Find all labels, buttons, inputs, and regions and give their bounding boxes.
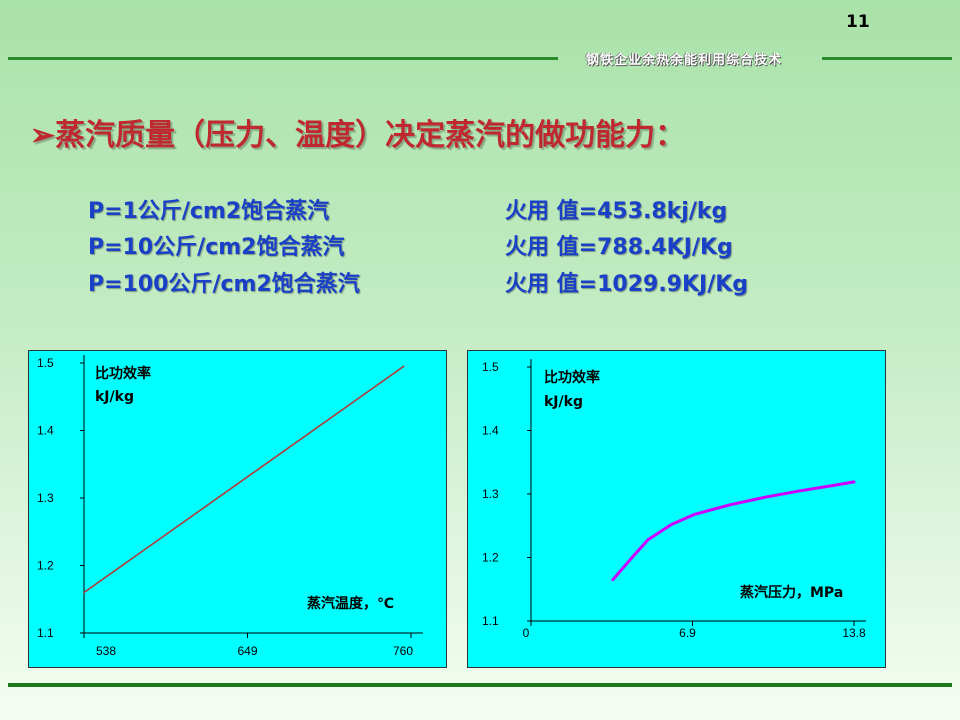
right-x-tick-label: 6.9 [679,626,696,640]
exergy-row-1: 火用 值=453.8kj/kg [505,199,728,224]
right-y-tick-label: 1.1 [482,614,499,628]
left-y-tick-label: 1.3 [37,491,54,505]
left-y-tick-label: 1.2 [37,559,54,573]
pressure-chart-svg: 1.5 1.4 1.3 1.2 1.1 0 6.9 13.8 比功效率 kJ/kg 蒸汽压力，MPa [482,359,866,640]
right-x-tick-label: 13.8 [842,626,866,640]
pressure-row-3: P=100公斤/cm2饱合蒸汽 [88,272,360,297]
main-heading-text: 蒸汽质量（压力、温度）决定蒸汽的做功能力： [55,118,686,153]
right-y-tick-label: 1.2 [482,551,499,565]
pressure-row-1: P=1公斤/cm2饱合蒸汽 [88,199,330,224]
arrow-bullet-icon: ➢ [30,118,56,153]
right-y-label-line1: 比功效率 [544,369,600,386]
left-x-tick-label: 760 [393,644,413,658]
right-y-tick-label: 1.4 [482,424,499,438]
main-heading: ➢蒸汽质量（压力、温度）决定蒸汽的做功能力： [30,110,685,154]
right-y-tick-label: 1.3 [482,487,499,501]
temperature-efficiency-chart: 1.5 1.4 1.3 1.2 1.1 538 649 760 比功效率 kJ/kg 蒸汽温度，℃ [28,350,447,668]
right-y-label-line2: kJ/kg [544,394,583,410]
right-y-tick-label: 1.5 [482,360,499,374]
left-y-tick-label: 1.5 [37,356,54,370]
header-rule-right [822,57,952,60]
header-title: 钢铁企业余热余能利用综合技术 [586,53,783,68]
left-series-line [83,365,405,594]
page-number: 11 [846,12,870,32]
pressure-efficiency-chart: 1.5 1.4 1.3 1.2 1.1 0 6.9 13.8 比功效率 kJ/kg 蒸汽压力，MPa [467,350,886,668]
left-x-tick-label: 538 [96,644,116,658]
right-x-tick-label: 0 [523,626,530,640]
pressure-row-2: P=10公斤/cm2饱合蒸汽 [88,235,345,260]
exergy-row-3: 火用 值=1029.9KJ/Kg [505,272,749,297]
right-series-line [611,480,856,582]
left-y-tick-label: 1.4 [37,424,54,438]
left-y-label-line2: kJ/kg [95,389,134,405]
left-x-label: 蒸汽温度，℃ [307,595,394,612]
left-y-label-line1: 比功效率 [95,365,151,382]
temperature-chart-svg: 1.5 1.4 1.3 1.2 1.1 538 649 760 比功效率 kJ/kg 蒸汽温度，℃ [37,355,423,658]
header-rule-left [8,57,558,60]
exergy-row-2: 火用 值=788.4KJ/Kg [505,235,733,260]
left-x-tick-label: 649 [237,644,257,658]
footer-rule [8,683,952,687]
left-y-tick-label: 1.1 [37,626,54,640]
right-x-label: 蒸汽压力，MPa [740,584,843,601]
